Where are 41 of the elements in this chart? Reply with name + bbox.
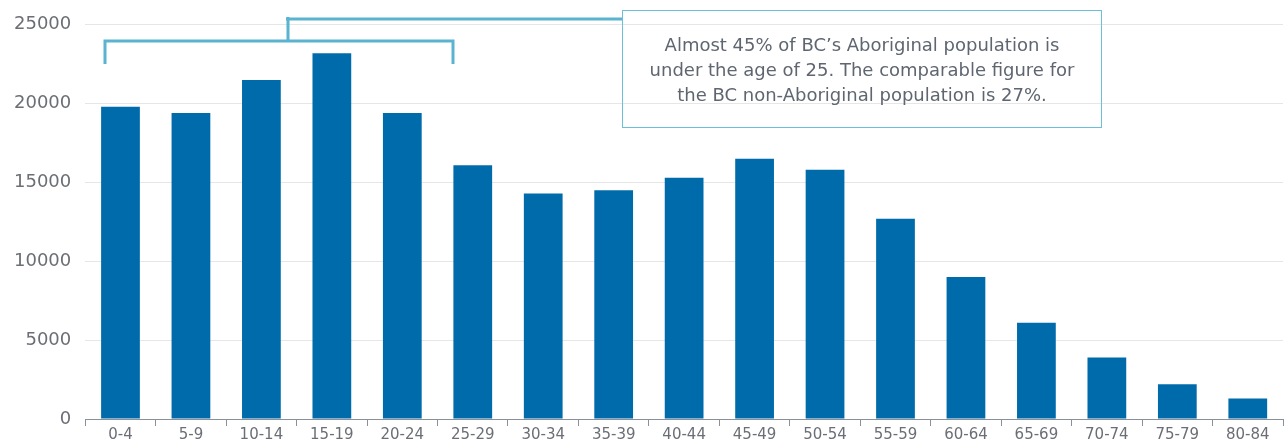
x-tick-label: 10-14: [239, 424, 284, 443]
bar: [101, 106, 140, 419]
bar: [1017, 322, 1056, 419]
bar: [382, 113, 422, 419]
x-tick-label: 15-19: [310, 424, 354, 443]
y-tick-label: 0: [59, 406, 72, 428]
y-tick-label: 15000: [14, 170, 72, 192]
bar: [1157, 384, 1197, 419]
y-tick-label: 10000: [14, 248, 72, 270]
x-tick-label: 0-4: [108, 424, 133, 443]
bar: [453, 165, 493, 419]
x-tick-label: 50-54: [803, 424, 847, 443]
x-tick-label: 20-24: [380, 424, 425, 443]
x-tick-label: 60-64: [944, 424, 988, 443]
bar: [523, 193, 563, 419]
x-tick-label: 55-59: [873, 424, 918, 443]
bar: [735, 158, 774, 419]
y-tick-label: 5000: [25, 327, 72, 349]
y-tick-label: 20000: [14, 91, 72, 113]
bar: [171, 113, 211, 419]
x-tick-label: 80-84: [1225, 424, 1270, 443]
bar: [1087, 357, 1127, 419]
x-tick-label: 40-44: [662, 424, 706, 443]
x-tick-label: 75-79: [1155, 424, 1200, 443]
x-tick-label: 70-74: [1085, 424, 1129, 443]
bar: [946, 277, 986, 419]
bar: [664, 177, 704, 419]
bar: [312, 53, 352, 419]
x-tick-label: 25-29: [450, 424, 495, 443]
x-tick-label: 65-69: [1014, 424, 1059, 443]
bar: [594, 190, 634, 419]
bar: [242, 79, 281, 419]
x-tick-label: 5-9: [178, 424, 204, 443]
bar: [1228, 398, 1268, 419]
bar: [876, 218, 915, 419]
x-tick-label: 45-49: [732, 424, 777, 443]
x-tick-label: 30-34: [521, 424, 566, 443]
bar: [805, 169, 845, 419]
x-tick-label: 35-39: [591, 424, 636, 443]
y-tick-label: 25000: [14, 12, 72, 34]
annotation: Almost 45% of BC’s Aboriginal population is under the age of 25. The comparable figure for the BC non-Aboriginal population is 27%.: [622, 10, 1102, 128]
